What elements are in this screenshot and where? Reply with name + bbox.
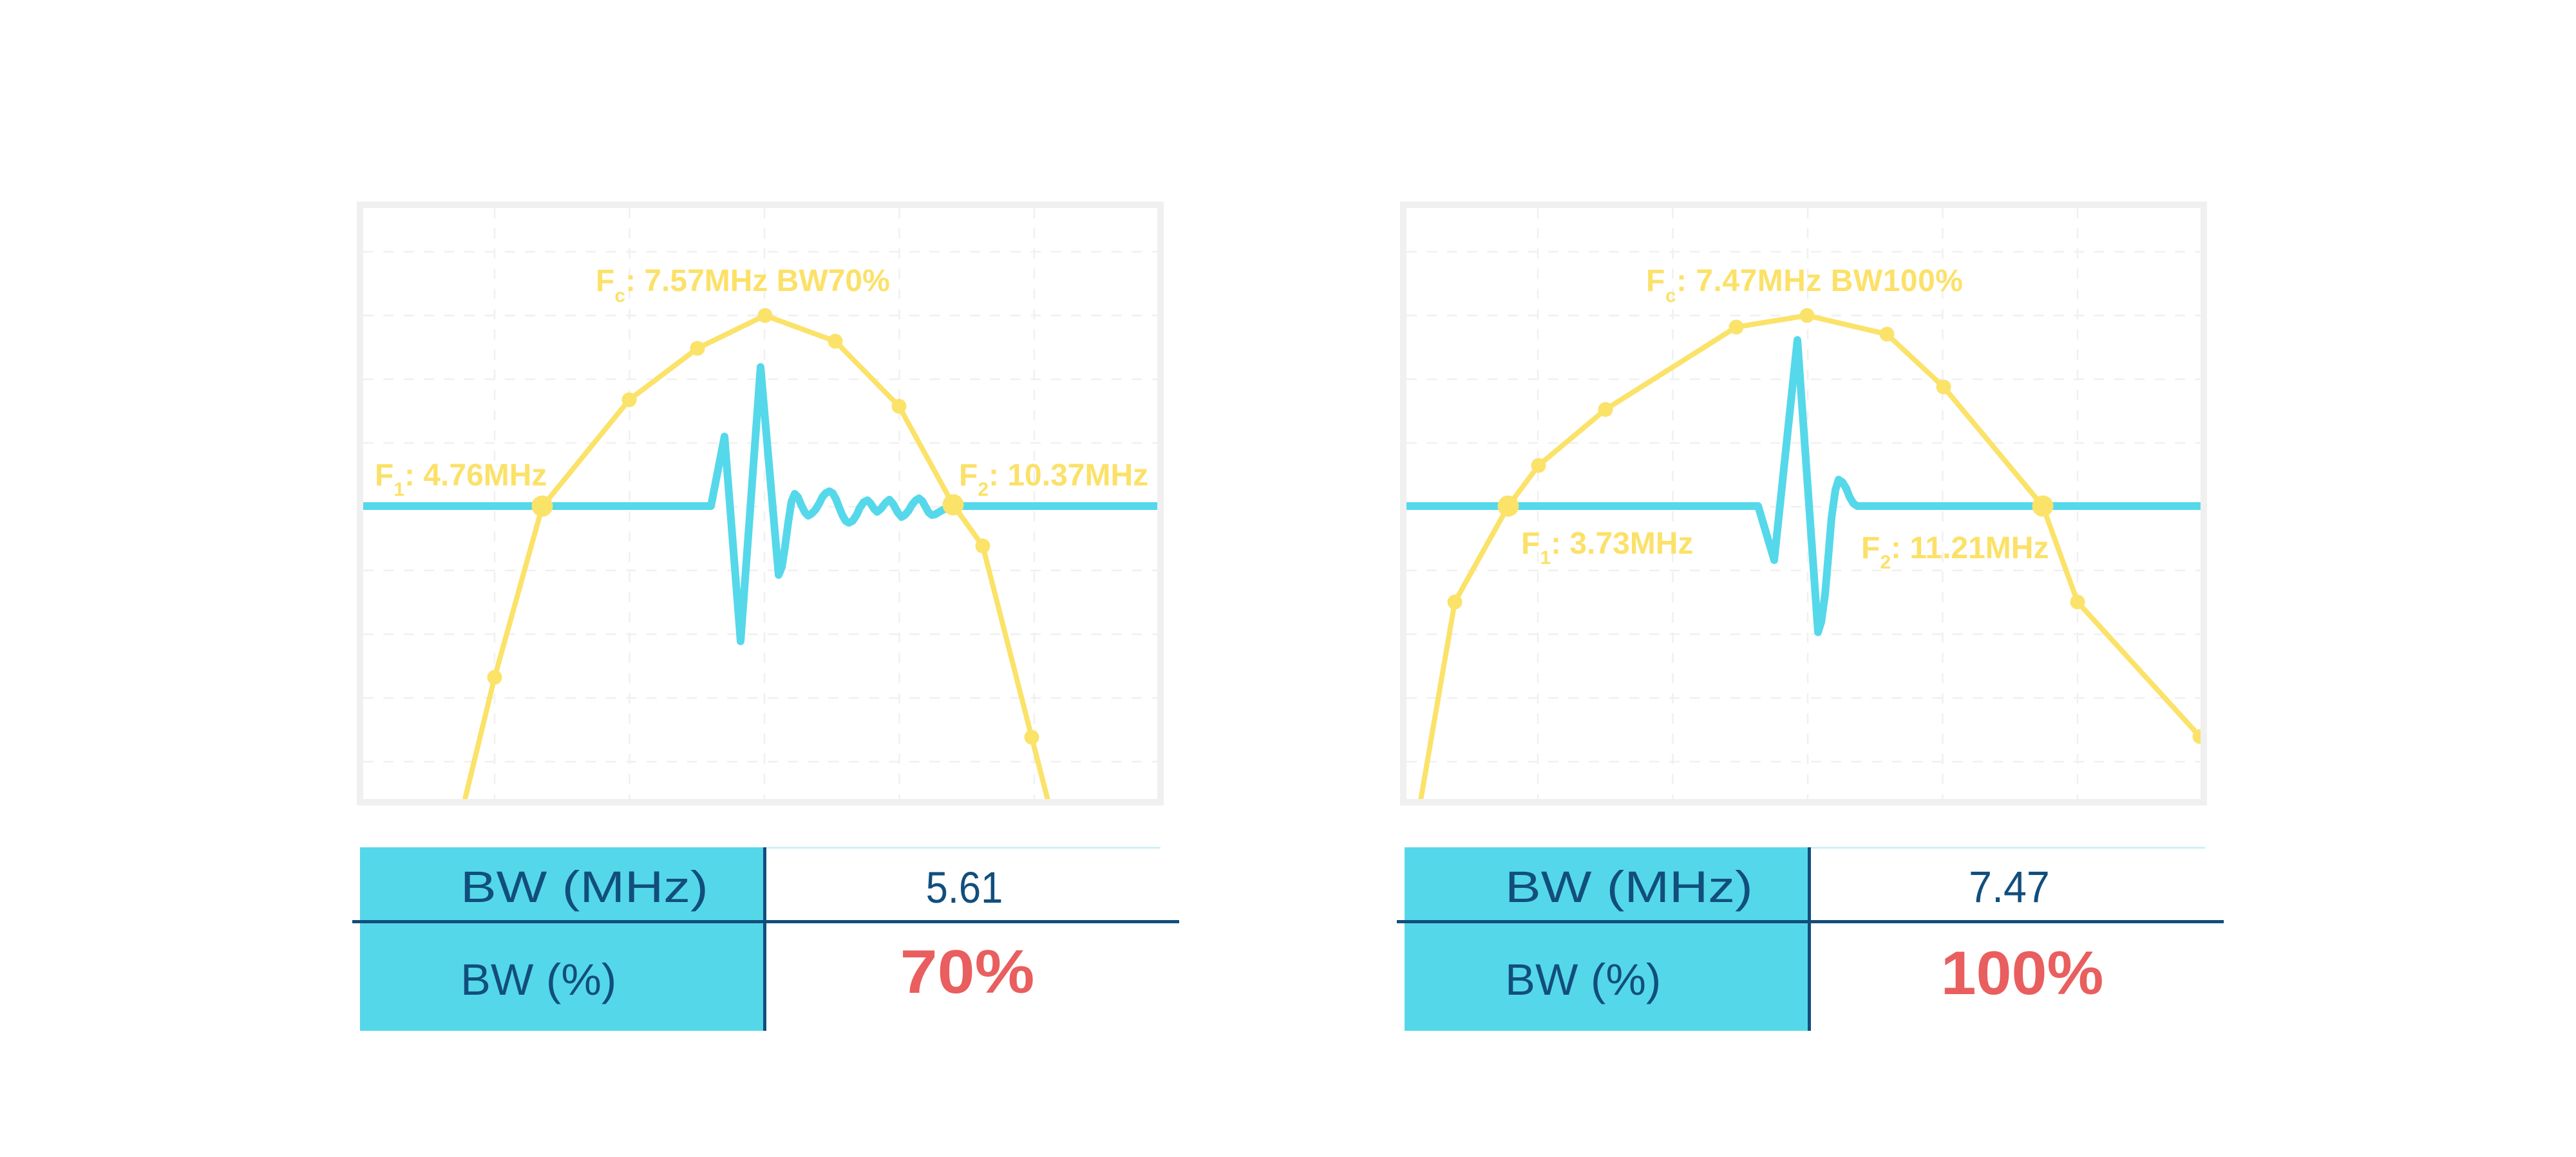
svg-text:70%: 70% xyxy=(900,937,1035,1006)
svg-text:Fc: 7.47MHz BW100%: Fc: 7.47MHz BW100% xyxy=(1646,264,1963,306)
svg-text:BW (MHz): BW (MHz) xyxy=(1505,863,1753,912)
svg-text:5.61: 5.61 xyxy=(926,863,1003,912)
svg-text:BW (MHz): BW (MHz) xyxy=(460,863,708,912)
svg-text:BW (%): BW (%) xyxy=(1505,955,1661,1004)
svg-text:BW (%): BW (%) xyxy=(460,955,616,1004)
svg-text:7.47: 7.47 xyxy=(1969,863,2050,912)
svg-text:100%: 100% xyxy=(1941,938,2104,1007)
